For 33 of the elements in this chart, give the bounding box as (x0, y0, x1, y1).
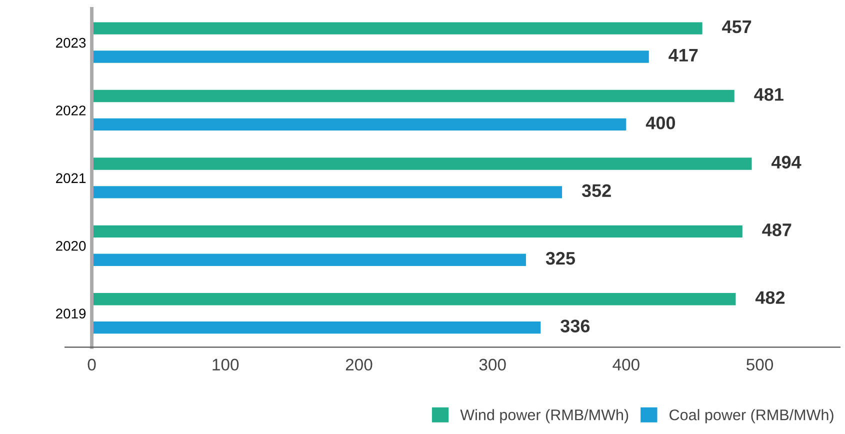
legend-label: Coal power (RMB/MWh) (670, 409, 834, 424)
x-tick-label: 500 (746, 358, 774, 371)
data-label: 487 (762, 223, 792, 236)
data-label: 336 (560, 320, 590, 332)
x-tick-label: 400 (612, 358, 640, 371)
x-tick-label: 200 (346, 358, 372, 371)
bar (92, 254, 526, 266)
data-label: 352 (582, 184, 611, 198)
x-tick-label: 300 (479, 358, 506, 371)
data-label: 482 (755, 291, 785, 304)
x-tick-label: 0 (88, 358, 96, 371)
bar (92, 90, 734, 102)
bar (92, 186, 562, 198)
y-tick-label: 2022 (56, 106, 86, 116)
bar (92, 225, 742, 238)
data-label: 481 (754, 88, 784, 101)
bar (92, 321, 541, 334)
data-label: 457 (722, 20, 752, 34)
legend-label: Wind power (RMB/MWh) (460, 409, 628, 424)
y-tick-label: 2023 (56, 38, 86, 48)
x-tick-label: 100 (212, 358, 239, 371)
bar (92, 22, 702, 34)
data-label: 325 (546, 252, 576, 265)
bar (92, 158, 752, 170)
bar (92, 118, 626, 131)
bar (92, 293, 736, 306)
data-label: 494 (771, 156, 802, 169)
data-label: 400 (646, 116, 676, 130)
bar (92, 50, 649, 63)
data-label: 417 (668, 48, 698, 62)
y-tick-label: 2021 (56, 173, 86, 184)
y-tick-label: 2020 (56, 240, 86, 251)
y-tick-label: 2019 (56, 308, 86, 319)
